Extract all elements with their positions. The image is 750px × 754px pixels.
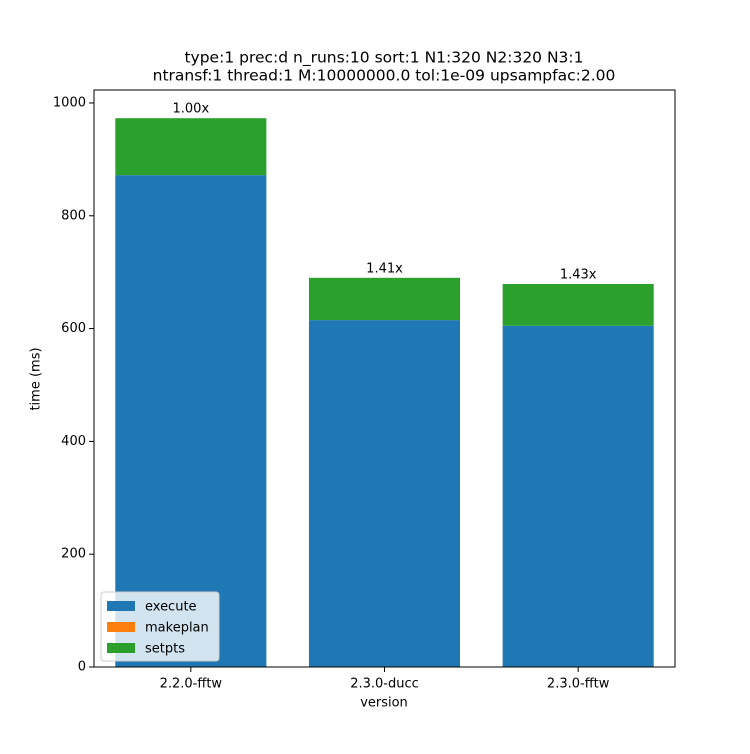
legend-swatch	[107, 622, 135, 632]
bar-label: 1.41x	[366, 261, 403, 276]
y-tick-label: 400	[61, 434, 86, 449]
legend-swatch	[107, 643, 135, 653]
y-tick-label: 600	[61, 321, 86, 336]
x-axis-label: version	[360, 696, 408, 711]
legend-label: setpts	[145, 642, 185, 657]
bar-segment	[115, 175, 267, 667]
y-tick-label: 0	[78, 660, 86, 675]
bar-segment	[308, 320, 461, 667]
x-tick-label: 2.2.0-fftw	[160, 677, 223, 692]
bar-label: 1.43x	[560, 268, 597, 283]
legend-swatch	[107, 601, 135, 611]
y-tick-label: 800	[61, 208, 86, 223]
y-axis-label: time (ms)	[29, 347, 44, 410]
y-tick-label: 200	[61, 547, 86, 562]
bar-label: 1.00x	[173, 102, 210, 117]
legend-label: execute	[145, 600, 197, 615]
chart-title: ntransf:1 thread:1 M:10000000.0 tol:1e-0…	[153, 67, 616, 85]
bar-segment	[502, 284, 654, 326]
bar-segment	[115, 118, 267, 176]
x-tick-label: 2.3.0-fftw	[547, 677, 610, 692]
plot-frame	[93, 89, 676, 668]
bar-segment	[502, 325, 654, 667]
x-tick-label: 2.3.0-ducc	[350, 677, 419, 692]
legend-label: makeplan	[145, 621, 209, 636]
y-tick-label: 1000	[53, 95, 86, 110]
bar-segment	[308, 277, 461, 321]
chart-title: type:1 prec:d n_runs:10 sort:1 N1:320 N2…	[184, 49, 583, 68]
